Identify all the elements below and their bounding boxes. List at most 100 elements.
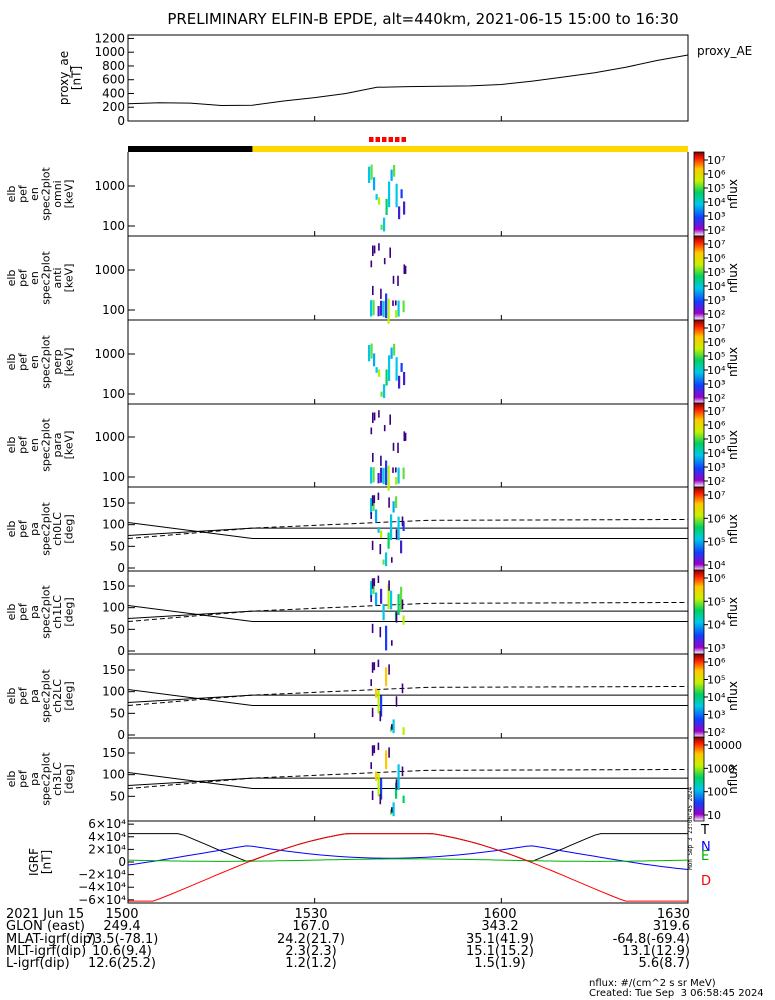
colorbar-tick-label: 10⁴ — [707, 691, 726, 704]
energy-panel-ylabel-line: pef — [17, 268, 30, 287]
colorbar-unit: nflux — [726, 597, 740, 627]
ae-ylabel-line: proxy_ae — [57, 51, 71, 105]
colorbar-unit: nflux — [726, 430, 740, 460]
colorbar-tick-label: 10⁵ — [707, 536, 725, 549]
energy-panel-para-pixel — [382, 467, 385, 485]
energy-panel-perp-pixel — [378, 369, 381, 377]
colorbar-tick-label: 10⁷ — [707, 154, 725, 167]
energy-panel-ylabel-line: [keV] — [63, 264, 76, 293]
pitch-angle-panel-ch2LC-pixel — [388, 664, 390, 675]
energy-panel-para-pixel — [372, 412, 374, 423]
energy-panel-anti-pixel — [370, 260, 373, 268]
energy-panel-para-pixel — [392, 467, 394, 473]
science-zone-flag — [375, 137, 380, 142]
energy-panel-anti-pixel — [378, 243, 380, 251]
pitch-angle-panel-ch0LC-pixel — [370, 512, 372, 519]
colorbar-tick-label: 10³ — [707, 210, 725, 223]
colorbar-tick-label: 10⁵ — [707, 674, 725, 687]
energy-panel-para-pixel — [380, 467, 383, 483]
pitch-angle-panel-ch3LC-pixel — [401, 766, 404, 777]
energy-panel-ylabel-line: anti — [51, 267, 64, 288]
pitch-angle-panel-ylabel-line: ch3LC — [51, 762, 64, 796]
colorbar-strip — [693, 569, 705, 655]
energy-panel-ylabel-line: spec2plot — [40, 251, 53, 305]
pitch-angle-ytick-label: 100 — [102, 518, 125, 532]
energy-panel-para-pixel — [402, 467, 405, 480]
colorbar-tick-label: 10⁷ — [707, 238, 725, 251]
igrf-series-T — [128, 833, 688, 862]
pitch-angle-panel-ylabel-line: [deg] — [63, 681, 76, 710]
energy-panel-ylabel-line: [keV] — [63, 348, 76, 377]
energy-panel-perp-pixel — [368, 345, 371, 362]
energy-panel-ylabel-line: elb — [5, 186, 18, 203]
energy-ytick-label: 1000 — [94, 347, 125, 361]
pitch-angle-panel-ch1LC-pixel — [379, 627, 382, 638]
ae-ytick-label: 1000 — [94, 45, 125, 59]
energy-panel-para-pixel — [370, 427, 373, 435]
energy-panel-ylabel-line: [keV] — [63, 180, 76, 209]
igrf-series-E — [127, 858, 689, 862]
colorbar-tick-label: 10⁴ — [707, 447, 726, 460]
energy-panel-omni-pixel — [385, 198, 388, 215]
ae-series-line — [127, 54, 689, 107]
pitch-angle-panel-ch2LC-pixel — [377, 690, 380, 714]
pitch-angle-panel-ylabel-line: spec2plot — [40, 752, 53, 806]
footer-row-cell: 5.6(8.7) — [638, 956, 691, 972]
energy-panel-para-pixel — [403, 431, 406, 442]
energy-panel-para-pixel — [370, 467, 373, 484]
igrf-ytick-label: 2×10⁴ — [88, 842, 126, 856]
pitch-angle-panel-ch1LC-pixel — [370, 581, 373, 598]
colorbar-strip — [693, 736, 705, 822]
energy-ytick-label: 100 — [102, 303, 125, 317]
energy-panel-omni-pixel — [390, 169, 393, 181]
igrf-panel: 6×10⁴4×10⁴2×10⁴0−2×10⁴−4×10⁴−6×10⁴IGRF[n… — [27, 116, 711, 907]
pitch-angle-panel-ch1LC-pixel — [390, 590, 393, 610]
spectrogram-panels: 1000100elbpefenspec2plotomni[keV]1000100… — [5, 151, 742, 822]
pitch-angle-panel-ch3LC-pixel — [380, 778, 383, 800]
energy-panel-anti-pixel — [387, 298, 390, 324]
colorbar-tick-label: 10⁷ — [707, 405, 725, 418]
pitch-angle-panel-ch0LC-pixel — [385, 552, 388, 567]
igrf-ylabel-line: IGRF — [27, 848, 41, 876]
pitch-angle-ytick-label: 150 — [102, 746, 125, 760]
footer-row-cell: 167.0 — [292, 919, 330, 935]
pitch-angle-panel-ch0LC-pixel — [377, 492, 380, 501]
pitch-angle-panel-ch3LC-pixel — [397, 764, 400, 790]
igrf-ylabel: IGRF[nT] — [27, 848, 54, 876]
pitch-angle-panel-ch2LC-pixel — [373, 662, 376, 671]
science-zone-flag — [395, 137, 400, 142]
energy-panel-ylabel-line: en — [28, 187, 41, 201]
pitch-angle-panel-ch3LC-pixel — [385, 750, 388, 770]
colorbar-tick-label: 10³ — [707, 378, 725, 391]
energy-panel-para-pixel — [397, 442, 399, 454]
colorbar-tick-label: 10⁴ — [707, 619, 726, 632]
pitch-angle-panel-ch1LC-pixel — [380, 588, 383, 604]
footer-row-cell: 1630 — [656, 907, 690, 922]
pitch-angle-panel-ch2LC-pixel — [370, 679, 372, 686]
pitch-angle-panel-ch2LC-pixel — [379, 711, 382, 722]
colorbar-strip — [693, 319, 705, 405]
pitch-angle-panel-ch1LC-pixel — [382, 604, 385, 621]
footer-row-label: GLON (east) — [6, 919, 85, 935]
colorbar-tick-label: 10³ — [707, 294, 725, 307]
pitch-angle-panel-ch2LC-pixel — [401, 683, 404, 694]
colorbar-tick-label: 10³ — [707, 461, 725, 474]
pitch-angle-panel-ch2LC-pixel — [402, 727, 405, 735]
colorbar-tick-label: 10³ — [707, 642, 725, 655]
energy-panel-ylabel-line: [keV] — [63, 431, 76, 460]
pitch-angle-ytick-label: 50 — [110, 706, 125, 720]
colorbar-strip — [693, 151, 705, 237]
pitch-angle-panel-ch2LC-pixel — [392, 719, 395, 734]
pitch-angle-ytick-label: 100 — [102, 768, 125, 782]
coverage-bar-yellow — [252, 146, 688, 152]
ae-ytick-label: 400 — [102, 86, 125, 100]
pitch-angle-panel-ch0LC-pixel — [375, 509, 378, 523]
igrf-series-N — [127, 845, 689, 870]
energy-panel-perp-pixel — [388, 355, 391, 381]
pitch-angle-panel-ch1LC-pixel — [400, 586, 403, 612]
